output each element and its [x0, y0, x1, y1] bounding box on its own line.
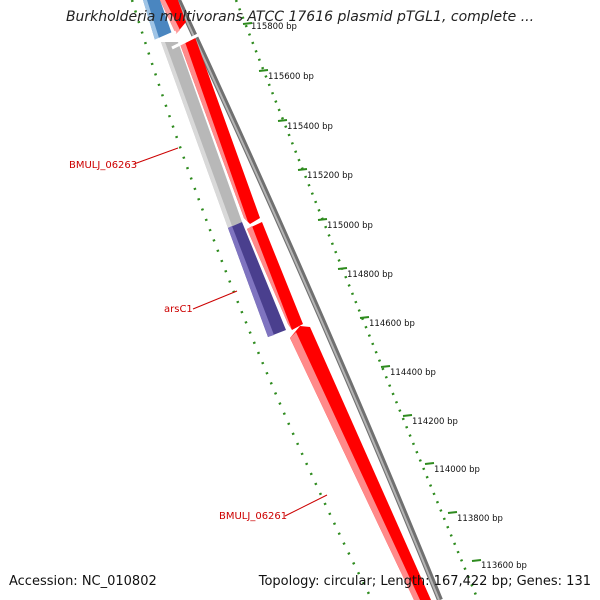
map-summary-text: Topology: circular; Length: 167,422 bp; …	[258, 574, 591, 589]
scale-tick-label: 115200 bp	[307, 171, 353, 181]
scale-tick-labels: 115800 bp 115600 bp 115400 bp 115200 bp …	[242, 22, 527, 571]
gene-red-upper[interactable]	[180, 37, 260, 224]
scale-tick-label: 113800 bp	[457, 514, 503, 524]
scale-tick-label: 115000 bp	[327, 221, 373, 231]
accession-text: Accession: NC_010802	[9, 574, 157, 589]
inner-dotted-track	[130, 0, 374, 600]
scale-tick-label: 114200 bp	[412, 417, 458, 427]
scale-tick	[380, 365, 391, 368]
gene-red-top[interactable]	[160, 0, 186, 34]
leader-line-arsc1	[192, 290, 238, 310]
scale-tick-label: 113600 bp	[481, 561, 527, 571]
scale-tick-label: 114000 bp	[434, 465, 480, 475]
scale-tick-label: 114800 bp	[347, 270, 393, 280]
scale-tick	[447, 511, 458, 514]
gene-gaps	[152, 30, 201, 50]
scale-tick	[337, 267, 348, 270]
scale-tick-label: 114400 bp	[390, 368, 436, 378]
gene-label-arsc1: arsC1	[164, 304, 193, 315]
scale-tick	[242, 22, 253, 25]
scale-tick-label: 115400 bp	[287, 122, 333, 132]
gene-arsc1[interactable]	[228, 222, 286, 337]
gene-label-bmulj-06263: BMULJ_06263	[69, 160, 137, 171]
scale-tick-label: 115800 bp	[251, 22, 297, 32]
gene-bmulj-06263[interactable]	[161, 42, 242, 228]
gene-red-middle[interactable]	[247, 222, 303, 330]
scale-tick-track	[234, 0, 480, 600]
scale-tick	[297, 168, 308, 171]
scale-tick	[424, 462, 435, 465]
scale-tick-label: 115600 bp	[268, 72, 314, 82]
scale-tick	[359, 316, 370, 319]
scale-tick-label: 114600 bp	[369, 319, 415, 329]
scale-tick	[277, 119, 288, 122]
gene-bmulj-06261[interactable]	[290, 326, 431, 600]
scale-tick	[402, 414, 413, 417]
scale-tick	[471, 559, 482, 562]
plasmid-backbone	[175, 0, 443, 600]
gene-top-blue[interactable]	[143, 0, 172, 40]
scale-tick	[317, 218, 328, 221]
leader-line-bmulj-06261	[284, 494, 328, 517]
map-title: Burkholderia multivorans ATCC 17616 plas…	[65, 9, 535, 25]
scale-tick	[258, 69, 269, 72]
leader-line-bmulj-06263	[133, 147, 179, 165]
gene-label-bmulj-06261: BMULJ_06261	[219, 511, 287, 522]
